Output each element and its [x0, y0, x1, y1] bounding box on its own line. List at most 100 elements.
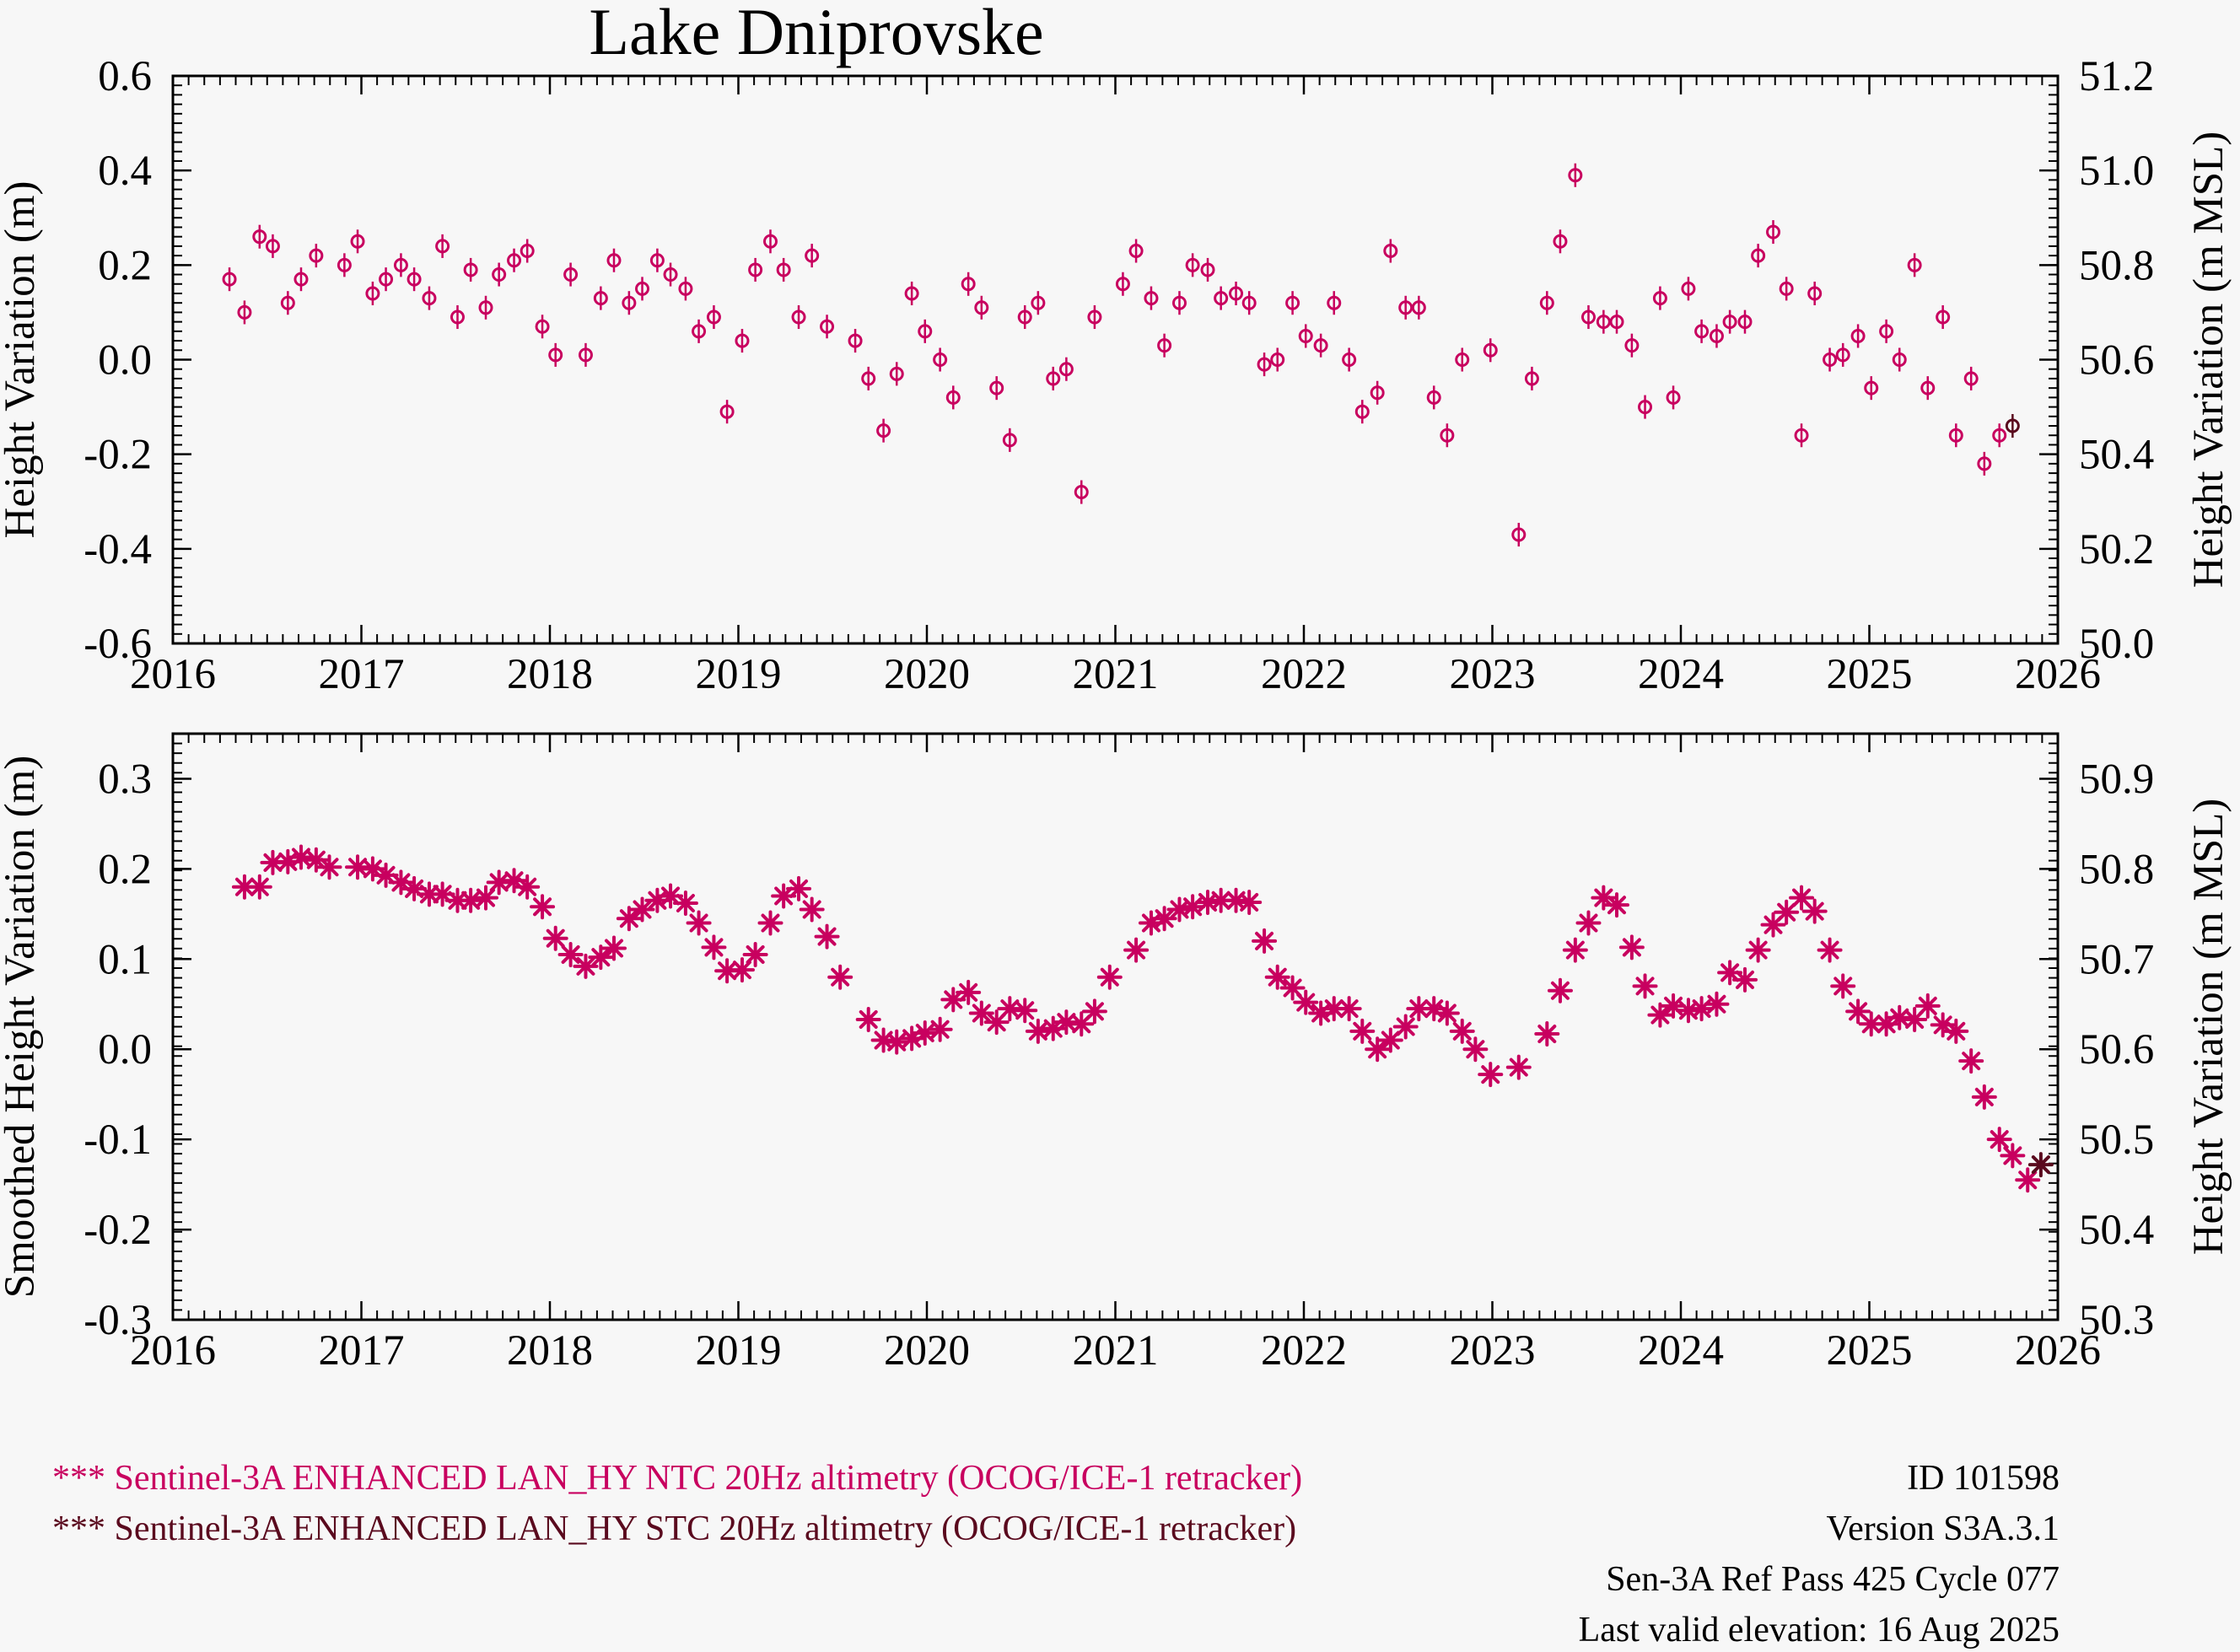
star-stroke [1452, 1021, 1472, 1041]
data-point [237, 304, 252, 320]
data-point [535, 319, 550, 334]
y-right-tick-label: 50.6 [2079, 1026, 2154, 1074]
star-stroke [1353, 1021, 1372, 1041]
data-star [1887, 1004, 1913, 1030]
info-pass: Sen-3A Ref Pass 425 Cycle 077 [1606, 1560, 2060, 1599]
data-point [1609, 315, 1624, 330]
x-tick-label: 2025 [1827, 1327, 1913, 1375]
data-point [1398, 300, 1413, 315]
star-stroke [2031, 1155, 2050, 1175]
data-point [918, 324, 933, 339]
star-stroke [1974, 1087, 1994, 1106]
star-stroke [930, 1020, 950, 1039]
star-stroke [689, 913, 708, 933]
star-stroke [1000, 999, 1020, 1019]
y-axis-title: Height Variation (m) [0, 181, 44, 539]
star-stroke [1296, 993, 1316, 1012]
data-star [912, 1020, 938, 1046]
x-tick-label: 2024 [1638, 651, 1724, 698]
data-star [1547, 977, 1573, 1004]
data-point [1936, 309, 1951, 325]
data-point [735, 333, 750, 348]
legend: *** Sentinel-3A ENHANCED LAN_HY NTC 20Hz… [52, 1459, 1302, 1548]
star-stroke [1170, 900, 1189, 919]
star-stroke [1748, 940, 1768, 960]
data-point [1977, 456, 1992, 471]
star-stroke [1890, 1008, 1909, 1027]
star-stroke [1933, 1015, 1952, 1035]
data-point [1766, 224, 1781, 239]
data-star [1562, 937, 1588, 963]
data-star [927, 1016, 953, 1042]
info-version: Version S3A.3.1 [1826, 1509, 2060, 1548]
data-point [1580, 309, 1596, 325]
data-point [1298, 328, 1313, 343]
data-star [1986, 1127, 2012, 1153]
star-stroke [1777, 902, 1796, 922]
data-point [1920, 380, 1936, 396]
data-point [1313, 338, 1328, 353]
data-point [1017, 309, 1032, 325]
data-point [974, 300, 989, 315]
y-right-axis-title: Height Variation (m MSL) [2185, 132, 2232, 589]
data-point [463, 262, 478, 277]
star-stroke [1635, 977, 1655, 996]
data-point [1751, 248, 1766, 263]
star-stroke [661, 886, 681, 906]
star-stroke [817, 927, 837, 946]
data-point [1426, 390, 1441, 405]
data-point [805, 248, 820, 263]
star-stroke [1962, 1052, 1981, 1071]
star-stroke [1339, 999, 1359, 1019]
data-star [1180, 894, 1206, 920]
data-point [507, 253, 522, 268]
data-point [945, 390, 961, 405]
star-stroke [1481, 1065, 1500, 1084]
y-tick-label: 0.0 [98, 337, 152, 385]
data-point [1185, 257, 1200, 272]
data-point [1327, 295, 1342, 310]
data-star [1264, 964, 1290, 990]
x-tick-label: 2017 [319, 651, 405, 698]
data-point [1892, 352, 1907, 367]
star-stroke [376, 865, 396, 885]
star-stroke [704, 938, 724, 957]
star-stroke [732, 961, 751, 980]
data-point [1342, 352, 1357, 367]
star-stroke [959, 982, 978, 1002]
data-point [1411, 300, 1426, 315]
star-stroke [1707, 994, 1726, 1014]
data-point [904, 286, 919, 301]
data-point [1440, 428, 1455, 443]
star-stroke [1947, 1021, 1966, 1041]
data-star [1618, 934, 1645, 961]
data-star [742, 941, 768, 967]
plot-frame [171, 74, 2060, 645]
y-tick-label: 0.0 [98, 1026, 152, 1074]
star-stroke [391, 873, 411, 892]
data-point [520, 244, 535, 259]
star-stroke [718, 961, 737, 981]
data-point [350, 234, 365, 249]
x-tick-label: 2018 [507, 651, 593, 698]
star-stroke [591, 948, 611, 967]
data-point [1948, 428, 1963, 443]
data-star [1675, 998, 1701, 1024]
data-point [1709, 328, 1724, 343]
star-stroke [1607, 896, 1627, 915]
x-tick-label: 2019 [696, 651, 782, 698]
star-stroke [419, 885, 439, 904]
data-point [1807, 286, 1823, 301]
data-point [1666, 390, 1681, 405]
star-stroke [676, 894, 695, 913]
star-stroke [1849, 1002, 1868, 1021]
data-star [1958, 1048, 1984, 1074]
data-star [686, 910, 712, 936]
data-star [786, 875, 812, 901]
x-tick-label: 2026 [2015, 1327, 2101, 1375]
data-point [1354, 404, 1370, 419]
data-star [1632, 973, 1658, 999]
y-tick-label: -0.6 [83, 621, 152, 668]
data-point [478, 300, 493, 315]
star-stroke [546, 928, 565, 948]
